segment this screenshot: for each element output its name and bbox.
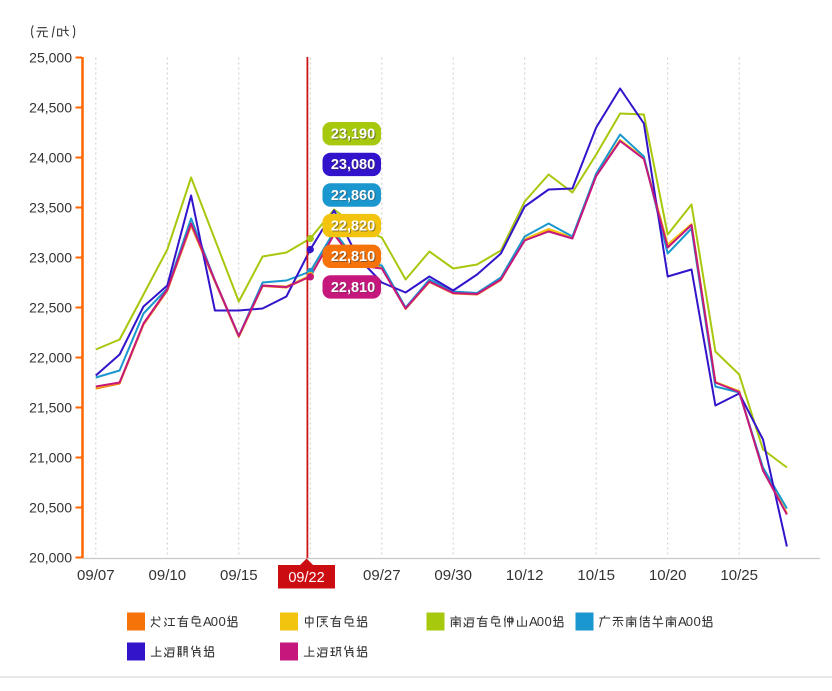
svg-text:10/20: 10/20 [649, 567, 687, 584]
svg-text:22,860: 22,860 [332, 189, 376, 205]
svg-text:23,000: 23,000 [29, 250, 72, 266]
svg-text:20,500: 20,500 [29, 500, 72, 516]
svg-text:0: 0 [219, 614, 226, 629]
svg-text:0: 0 [211, 614, 218, 629]
svg-text:0: 0 [545, 614, 552, 629]
svg-text:22,000: 22,000 [29, 350, 72, 366]
svg-text:22,810: 22,810 [332, 250, 376, 266]
svg-text:10/12: 10/12 [506, 567, 544, 584]
svg-text:22,810: 22,810 [331, 280, 375, 296]
svg-text:09/27: 09/27 [363, 567, 401, 584]
svg-text:09/10: 09/10 [149, 567, 187, 584]
svg-text:10/25: 10/25 [720, 567, 758, 584]
svg-text:A: A [203, 614, 212, 629]
svg-text:21,000: 21,000 [29, 450, 72, 466]
svg-text:25,000: 25,000 [29, 50, 72, 66]
svg-text:A: A [678, 614, 687, 629]
svg-text:09/07: 09/07 [77, 567, 115, 584]
svg-text:10/15: 10/15 [577, 567, 615, 584]
svg-text:A: A [529, 614, 538, 629]
svg-text:20,000: 20,000 [29, 550, 72, 566]
svg-text:22,500: 22,500 [29, 300, 72, 316]
svg-text:22,860: 22,860 [331, 188, 375, 204]
svg-text:23,190: 23,190 [331, 127, 375, 143]
svg-text:23,080: 23,080 [331, 157, 375, 173]
svg-text:22,820: 22,820 [331, 219, 375, 235]
svg-text:24,000: 24,000 [29, 150, 72, 166]
svg-text:0: 0 [686, 614, 693, 629]
svg-text:23,190: 23,190 [332, 127, 376, 143]
svg-text:21,500: 21,500 [29, 400, 72, 416]
svg-text:09/22: 09/22 [288, 570, 324, 586]
svg-text:09/15: 09/15 [220, 567, 258, 584]
svg-text:23,080: 23,080 [332, 158, 376, 174]
svg-text:22,820: 22,820 [332, 219, 376, 235]
svg-text:0: 0 [694, 614, 701, 629]
svg-text:24,500: 24,500 [29, 100, 72, 116]
svg-text:0: 0 [537, 614, 544, 629]
svg-text:22,810: 22,810 [332, 281, 376, 297]
svg-text:23,500: 23,500 [29, 200, 72, 216]
svg-text:09/30: 09/30 [434, 567, 472, 584]
svg-text:22,810: 22,810 [331, 249, 375, 265]
